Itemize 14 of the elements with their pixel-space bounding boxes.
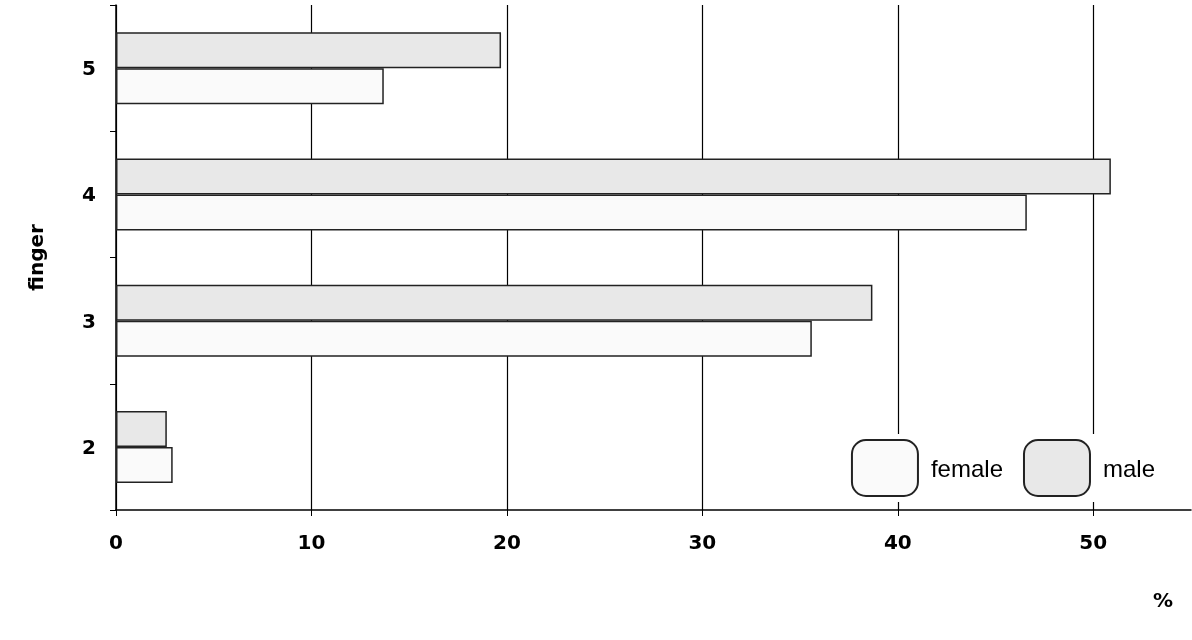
y-tick-label: 2: [82, 434, 96, 459]
x-tick-label: 20: [492, 530, 521, 554]
x-tick-label: 50: [1079, 530, 1108, 554]
x-tick-label: 30: [688, 530, 717, 554]
legend-label: female: [930, 454, 1003, 482]
x-tick-label: 40: [883, 530, 912, 554]
y-tick-label: 3: [82, 308, 96, 333]
y-axis-title: finger: [24, 223, 48, 291]
x-tick-label: 0: [109, 530, 123, 554]
x-axis-title: %: [1152, 588, 1173, 612]
y-tick-label: 5: [82, 56, 96, 81]
legend-label: male: [1102, 454, 1156, 482]
y-tick-label: 4: [82, 182, 96, 207]
x-tick-label: 10: [297, 530, 326, 554]
